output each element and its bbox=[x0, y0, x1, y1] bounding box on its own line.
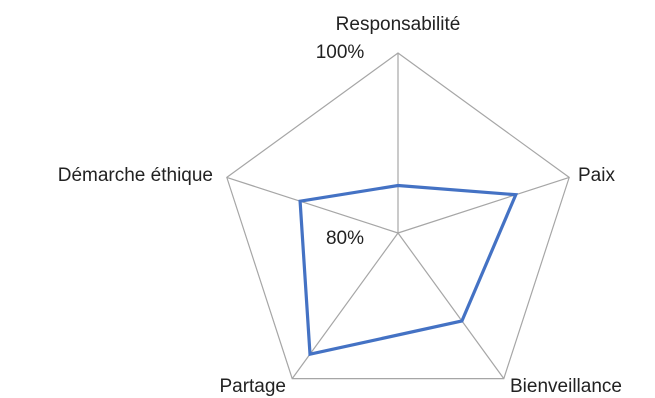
category-label-partage: Partage bbox=[219, 376, 286, 397]
series-layer bbox=[298, 183, 519, 357]
category-label-responsabilite: Responsabilité bbox=[336, 14, 461, 35]
tick-label-100: 100% bbox=[316, 42, 365, 63]
category-label-demarche-ethique: Démarche éthique bbox=[58, 165, 213, 186]
label-layer: Responsabilité Paix Bienveillance Partage Dé… bbox=[58, 14, 622, 397]
tick-label-80: 80% bbox=[326, 228, 364, 249]
grid-layer bbox=[226, 52, 570, 380]
grid-ring-outer bbox=[226, 52, 570, 380]
spoke-5 bbox=[226, 176, 399, 234]
series-line-1 bbox=[298, 183, 519, 357]
spoke-2 bbox=[397, 176, 570, 234]
spoke-3 bbox=[397, 232, 505, 379]
category-label-paix: Paix bbox=[578, 165, 615, 186]
category-label-bienveillance: Bienveillance bbox=[510, 376, 622, 397]
